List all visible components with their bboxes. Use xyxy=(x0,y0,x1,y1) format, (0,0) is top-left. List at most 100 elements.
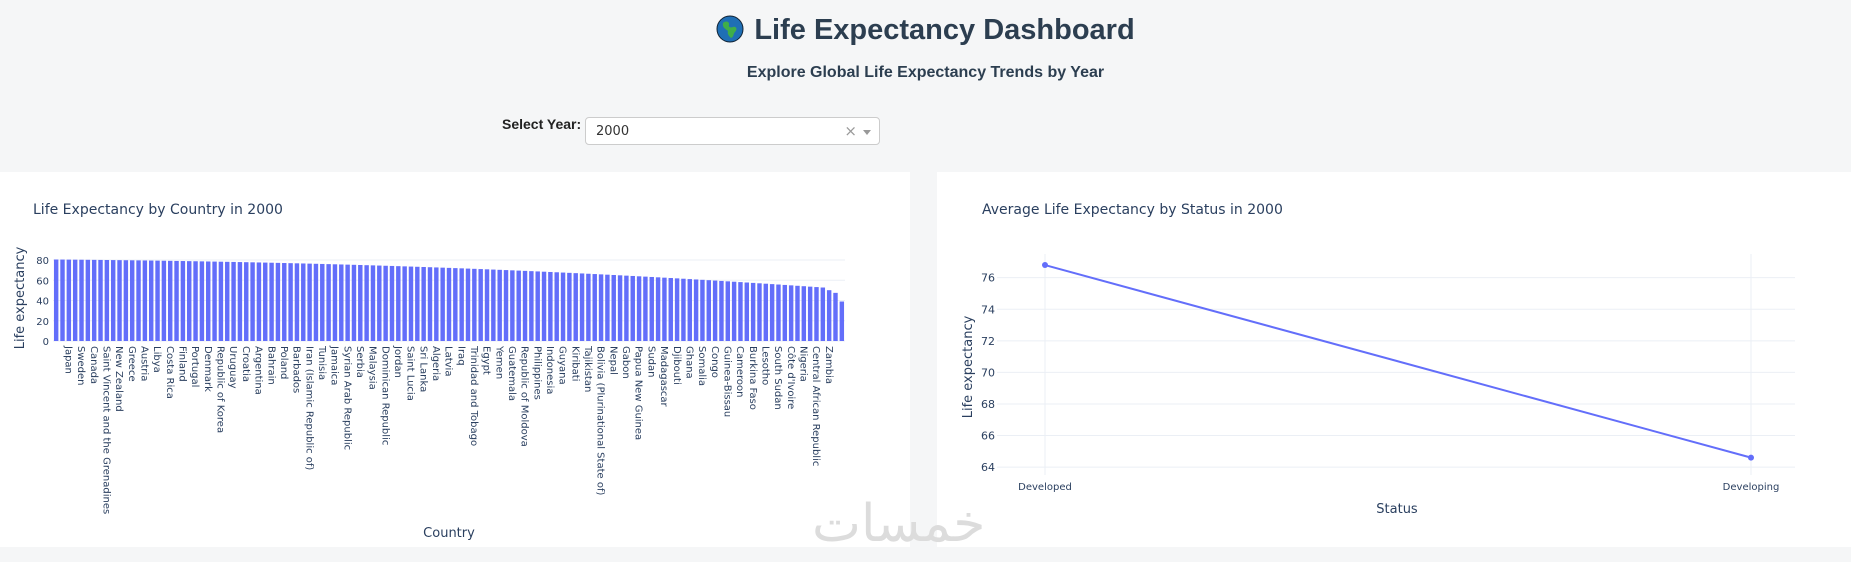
country-bar[interactable] xyxy=(484,269,490,341)
country-bar[interactable] xyxy=(636,276,642,341)
country-bar[interactable] xyxy=(820,287,826,341)
country-bar[interactable] xyxy=(294,263,300,341)
country-bar[interactable] xyxy=(148,260,154,341)
country-bar[interactable] xyxy=(586,273,591,341)
chevron-down-icon[interactable] xyxy=(863,130,871,135)
country-bar[interactable] xyxy=(592,274,597,341)
country-bar[interactable] xyxy=(624,275,629,341)
country-bar[interactable] xyxy=(529,271,534,341)
country-bar[interactable] xyxy=(712,280,718,341)
country-bar[interactable] xyxy=(117,260,122,341)
country-bar[interactable] xyxy=(719,280,724,341)
country-bar[interactable] xyxy=(275,262,281,341)
country-bar[interactable] xyxy=(53,259,59,341)
country-bar[interactable] xyxy=(497,269,502,341)
country-bar[interactable] xyxy=(250,262,255,341)
country-bar[interactable] xyxy=(320,263,325,341)
country-bar[interactable] xyxy=(674,278,680,341)
country-bar[interactable] xyxy=(370,265,376,341)
country-bar[interactable] xyxy=(193,261,198,341)
country-bar[interactable] xyxy=(408,266,414,341)
country-bar[interactable] xyxy=(763,283,769,341)
country-bar[interactable] xyxy=(389,265,395,341)
country-bar[interactable] xyxy=(421,266,426,341)
data-point[interactable] xyxy=(1748,454,1754,461)
country-bar[interactable] xyxy=(516,270,521,341)
country-bar[interactable] xyxy=(218,261,224,341)
country-bar[interactable] xyxy=(85,259,91,341)
country-bar[interactable] xyxy=(339,264,344,341)
country-bar[interactable] xyxy=(199,261,205,341)
country-bar[interactable] xyxy=(788,285,794,341)
country-bar[interactable] xyxy=(167,260,173,341)
country-bar[interactable] xyxy=(662,277,667,341)
country-bar[interactable] xyxy=(358,264,363,341)
country-bar[interactable] xyxy=(725,281,731,341)
country-bar[interactable] xyxy=(263,262,268,341)
country-bar[interactable] xyxy=(807,286,813,341)
country-bar[interactable] xyxy=(706,280,711,341)
country-bar[interactable] xyxy=(104,260,110,341)
country-bar[interactable] xyxy=(269,262,274,341)
country-bar[interactable] xyxy=(237,262,243,341)
country-bar[interactable] xyxy=(630,275,635,341)
country-bar[interactable] xyxy=(282,263,287,341)
country-bar[interactable] xyxy=(446,267,452,341)
country-bar[interactable] xyxy=(345,264,350,341)
country-bar[interactable] xyxy=(535,271,540,341)
country-bar[interactable] xyxy=(129,260,135,341)
country-bar[interactable] xyxy=(655,277,661,341)
country-bar[interactable] xyxy=(617,275,623,341)
country-bar[interactable] xyxy=(332,264,338,341)
country-bar[interactable] xyxy=(206,261,211,341)
country-bar[interactable] xyxy=(643,276,648,341)
country-bar[interactable] xyxy=(738,282,743,341)
country-bar[interactable] xyxy=(782,284,788,341)
country-bar[interactable] xyxy=(110,260,116,341)
country-bar[interactable] xyxy=(440,267,445,341)
country-bar[interactable] xyxy=(744,282,750,341)
country-bar[interactable] xyxy=(136,260,141,341)
country-bar[interactable] xyxy=(326,264,331,341)
country-bar[interactable] xyxy=(402,266,407,341)
country-bar[interactable] xyxy=(611,274,616,341)
country-bar[interactable] xyxy=(60,259,65,341)
country-bar[interactable] xyxy=(687,279,692,341)
country-bar[interactable] xyxy=(579,273,585,341)
country-bar[interactable] xyxy=(776,284,781,341)
country-bar[interactable] xyxy=(142,260,148,341)
country-bar[interactable] xyxy=(123,260,129,341)
close-icon[interactable]: × xyxy=(844,122,857,140)
country-bar[interactable] xyxy=(91,259,97,341)
country-bar[interactable] xyxy=(415,266,420,341)
country-bar[interactable] xyxy=(472,268,477,341)
country-bar[interactable] xyxy=(757,283,762,341)
country-bar[interactable] xyxy=(434,267,439,341)
country-bar[interactable] xyxy=(231,261,236,341)
country-bar[interactable] xyxy=(256,262,262,341)
country-bar[interactable] xyxy=(491,269,496,341)
country-bar[interactable] xyxy=(79,259,84,341)
country-bar[interactable] xyxy=(510,270,515,341)
country-bar[interactable] xyxy=(522,270,528,341)
country-bar[interactable] xyxy=(668,278,673,341)
country-bar[interactable] xyxy=(313,263,319,341)
country-bar[interactable] xyxy=(427,267,433,341)
country-bar[interactable] xyxy=(98,259,103,341)
country-bar[interactable] xyxy=(833,292,838,341)
country-bar[interactable] xyxy=(573,273,578,341)
country-bar[interactable] xyxy=(700,279,705,341)
country-bar[interactable] xyxy=(541,271,547,341)
country-bar[interactable] xyxy=(554,272,559,341)
country-bar[interactable] xyxy=(72,259,78,341)
country-bar[interactable] xyxy=(212,261,217,341)
country-bar[interactable] xyxy=(301,263,306,341)
country-bar[interactable] xyxy=(225,261,230,341)
country-bar[interactable] xyxy=(364,265,369,341)
country-bar[interactable] xyxy=(681,278,686,341)
country-bar[interactable] xyxy=(307,263,312,341)
data-point[interactable] xyxy=(1042,262,1048,269)
country-bar[interactable] xyxy=(383,265,388,341)
country-bar[interactable] xyxy=(244,262,249,341)
country-bar[interactable] xyxy=(605,274,610,341)
